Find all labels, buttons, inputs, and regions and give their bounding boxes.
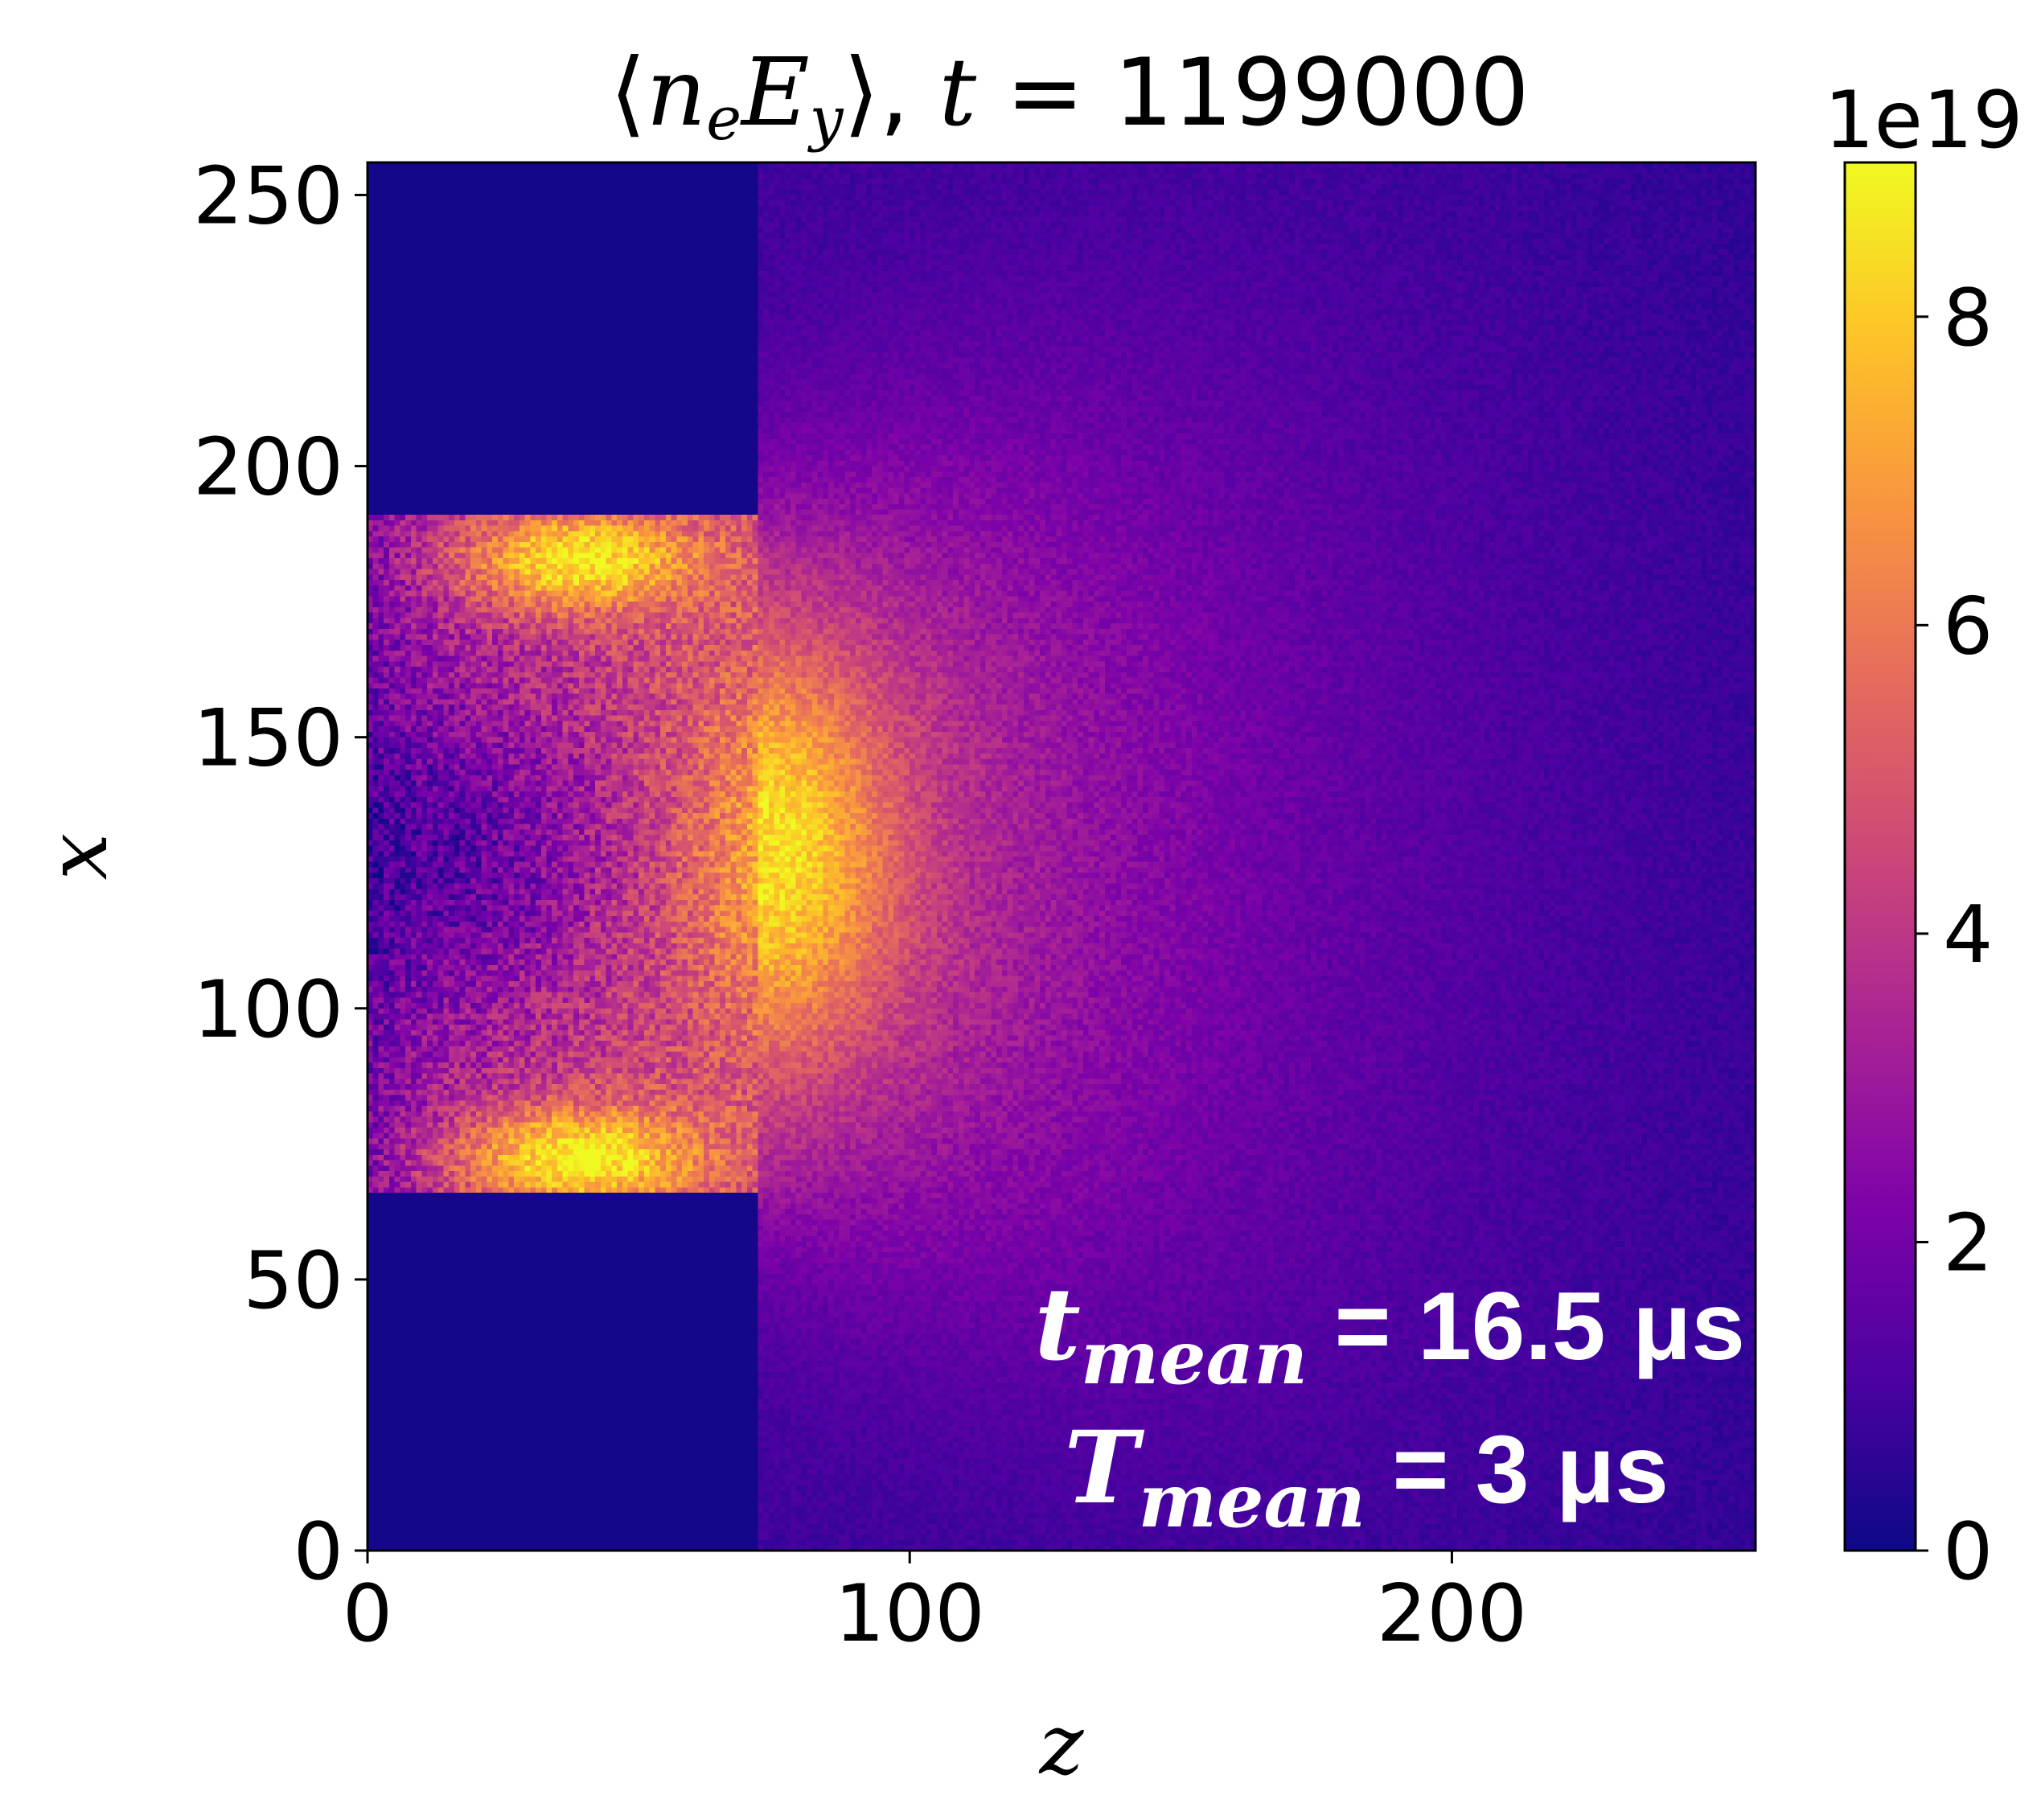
- colorbar-tick-label: 0: [1943, 1506, 1993, 1598]
- y-tick-label: 150: [193, 693, 343, 785]
- y-tick-label: 0: [294, 1506, 343, 1598]
- colorbar-ticks: 0 2 4 6 8: [1916, 273, 1993, 1598]
- x-tick-label: 100: [835, 1568, 985, 1660]
- annotation-line-1: tmean = 16.5 μs: [1035, 1267, 1745, 1401]
- heatmap-plot-area: [366, 161, 1757, 1552]
- annotation-line-2: Tmean = 3 μs: [1064, 1410, 1669, 1544]
- colorbar-tick-label: 6: [1943, 581, 1993, 672]
- x-axis-ticks: 0 100 200: [343, 1551, 1527, 1660]
- y-axis-ticks: 0 50 100 150 200 250: [193, 150, 368, 1598]
- colorbar-tick-label: 4: [1943, 889, 1993, 981]
- x-tick-label: 200: [1377, 1568, 1527, 1660]
- y-tick-label: 250: [193, 150, 343, 242]
- heatmap-canvas: [368, 162, 1756, 1551]
- y-tick-label: 200: [193, 422, 343, 514]
- chart-title: ⟨neEy⟩, t = 1199000: [610, 39, 1529, 154]
- colorbar-gradient: [1843, 161, 1917, 1552]
- x-axis-label: z: [1038, 1695, 1085, 1793]
- y-tick-label: 50: [243, 1235, 343, 1327]
- plot-frame: [366, 161, 1757, 1552]
- x-tick-label: 0: [343, 1568, 392, 1660]
- y-axis-label: x: [28, 833, 126, 881]
- colorbar-tick-label: 8: [1943, 273, 1993, 364]
- colorbar-tick-label: 2: [1943, 1198, 1993, 1289]
- annotation: tmean = 16.5 μs Tmean = 3 μs: [1035, 1267, 1745, 1544]
- y-tick-label: 100: [193, 964, 343, 1056]
- colorbar-offset-label: 1e19: [1824, 75, 2023, 166]
- colorbar: 0 2 4 6 8 1e19: [1824, 75, 2023, 1598]
